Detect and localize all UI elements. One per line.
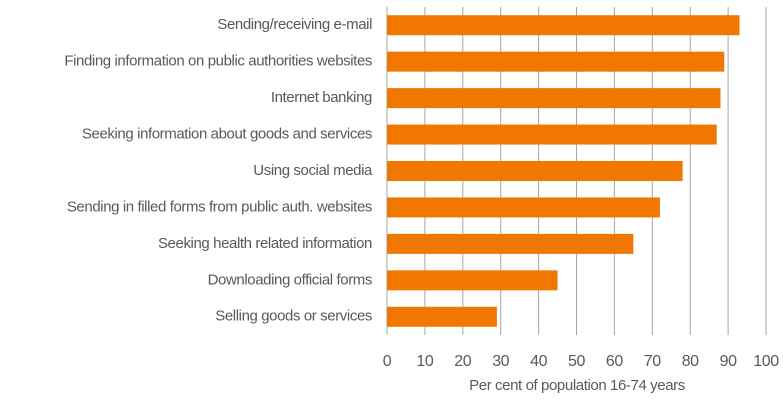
y-tick-label: Sending/receiving e-mail	[217, 16, 372, 33]
x-axis-title: Per cent of population 16-74 years	[469, 377, 685, 394]
y-tick-label: Seeking health related information	[158, 235, 372, 252]
x-tick-label: 20	[454, 353, 471, 370]
bar	[387, 197, 660, 218]
y-tick-label: Internet banking	[271, 89, 372, 106]
x-tick-label: 10	[416, 353, 433, 370]
x-tick-label: 50	[568, 353, 585, 370]
bar	[387, 88, 721, 109]
x-tick-label: 60	[606, 353, 623, 370]
y-tick-label: Sending in filled forms from public auth…	[67, 198, 372, 215]
x-tick-label: 90	[720, 353, 737, 370]
y-tick-label: Selling goods or services	[215, 308, 372, 325]
x-tick-label: 30	[492, 353, 509, 370]
y-tick-label: Downloading official forms	[208, 271, 372, 288]
bar	[387, 306, 497, 327]
x-tick-label: 0	[383, 353, 392, 370]
x-tick-label: 100	[753, 353, 779, 370]
bar	[387, 270, 558, 291]
bar	[387, 161, 683, 181]
y-tick-label: Seeking information about goods and serv…	[82, 126, 372, 143]
bar	[387, 124, 717, 145]
x-tick-label: 40	[530, 353, 547, 370]
y-tick-label: Using social media	[253, 162, 373, 179]
bar	[387, 233, 634, 254]
bar	[387, 15, 740, 36]
x-tick-label: 80	[682, 353, 699, 370]
bar	[387, 51, 725, 72]
y-tick-label: Finding information on public authoritie…	[64, 53, 372, 70]
x-tick-label: 70	[644, 353, 661, 370]
